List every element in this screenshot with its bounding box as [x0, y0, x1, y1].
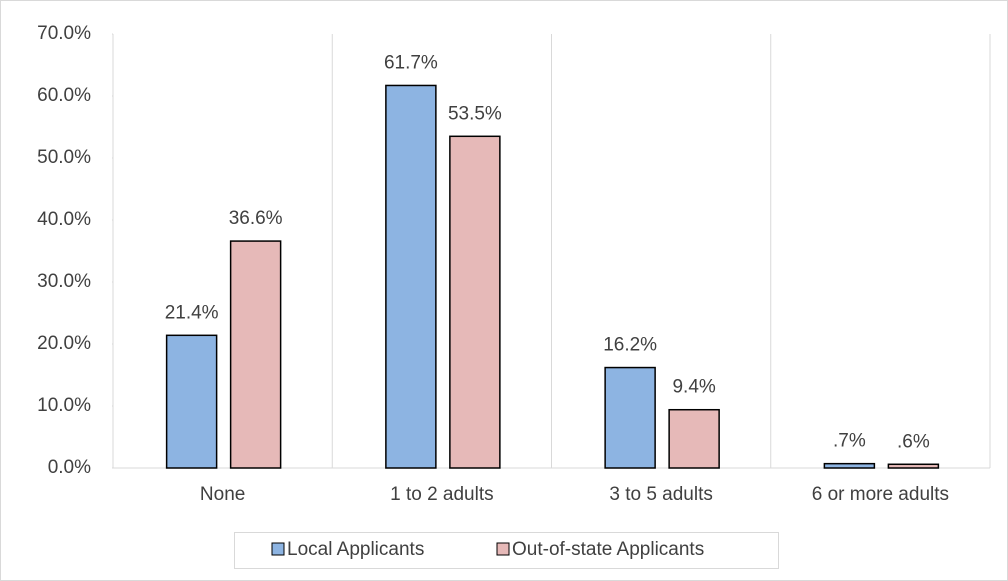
legend-swatch [496, 542, 510, 556]
value-label: 61.7% [384, 52, 438, 73]
legend-box [234, 532, 779, 569]
y-tick-label: 0.0% [48, 457, 91, 478]
bar [385, 84, 437, 469]
y-tick-label: 60.0% [37, 85, 91, 106]
bar [604, 366, 656, 469]
bar [449, 135, 501, 469]
y-tick-label: 50.0% [37, 147, 91, 168]
value-label: 53.5% [448, 103, 502, 124]
bar [165, 334, 218, 469]
legend-swatch [271, 542, 285, 556]
bar [887, 463, 940, 469]
x-tick-label: 3 to 5 adults [609, 484, 713, 505]
value-label: 9.4% [672, 377, 715, 398]
bar [823, 462, 876, 469]
value-label: .6% [897, 431, 930, 452]
legend-label: Out-of-state Applicants [512, 539, 704, 560]
x-tick-label: None [200, 484, 245, 505]
value-label: 36.6% [229, 208, 283, 229]
bar [229, 240, 282, 469]
y-tick-label: 30.0% [37, 271, 91, 292]
y-tick-label: 70.0% [37, 23, 91, 44]
value-label: 16.2% [603, 335, 657, 356]
y-tick-label: 40.0% [37, 209, 91, 230]
x-tick-label: 6 or more adults [812, 484, 949, 505]
y-tick-label: 20.0% [37, 333, 91, 354]
y-tick-label: 10.0% [37, 395, 91, 416]
x-tick-label: 1 to 2 adults [390, 484, 494, 505]
legend-label: Local Applicants [287, 539, 424, 560]
bar [668, 408, 720, 469]
value-label: 21.4% [165, 302, 219, 323]
value-label: .7% [833, 431, 866, 452]
